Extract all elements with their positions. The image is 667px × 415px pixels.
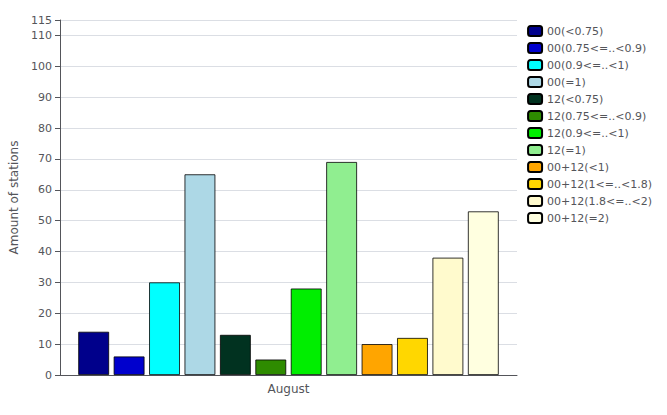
svg-text:Amount of stations: Amount of stations [7,141,21,255]
svg-text:40: 40 [38,245,52,258]
svg-text:00+12(<1): 00+12(<1) [547,161,609,174]
svg-text:12(=1): 12(=1) [547,144,586,157]
svg-text:50: 50 [38,214,52,227]
svg-text:12(0.75<=..<0.9): 12(0.75<=..<0.9) [547,110,646,123]
svg-text:00+12(1<=..<1.8): 00+12(1<=..<1.8) [547,178,652,191]
svg-text:115: 115 [31,14,52,27]
svg-text:10: 10 [38,338,52,351]
svg-text:August: August [268,382,310,396]
svg-text:100: 100 [31,60,52,73]
svg-text:00(0.75<=..<0.9): 00(0.75<=..<0.9) [547,42,646,55]
svg-text:70: 70 [38,152,52,165]
svg-text:110: 110 [31,29,52,42]
svg-text:80: 80 [38,122,52,135]
svg-text:0: 0 [45,369,52,382]
svg-text:60: 60 [38,183,52,196]
svg-text:00+12(=2): 00+12(=2) [547,212,609,225]
svg-text:00(=1): 00(=1) [547,76,586,89]
svg-text:00+12(1.8<=..<2): 00+12(1.8<=..<2) [547,195,652,208]
svg-text:00(<0.75): 00(<0.75) [547,25,603,38]
svg-text:00(0.9<=..<1): 00(0.9<=..<1) [547,59,629,72]
svg-text:12(0.9<=..<1): 12(0.9<=..<1) [547,127,629,140]
svg-text:30: 30 [38,276,52,289]
svg-text:20: 20 [38,307,52,320]
svg-text:12(<0.75): 12(<0.75) [547,93,603,106]
svg-text:90: 90 [38,91,52,104]
